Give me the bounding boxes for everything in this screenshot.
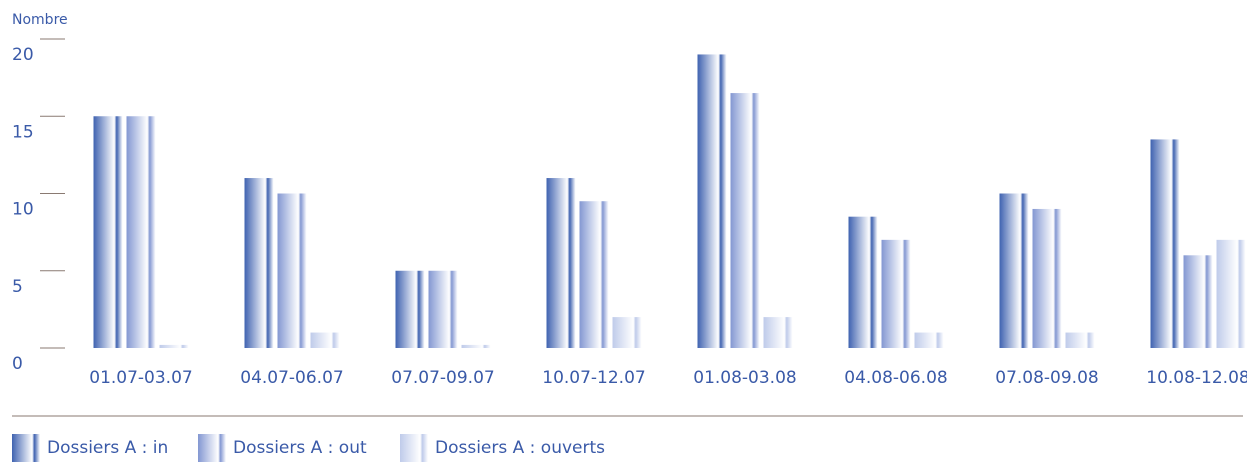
legend-label: Dossiers A : ouverts [435, 438, 605, 458]
y-tick-label: 20 [12, 45, 34, 65]
y-axis-label: Nombre [12, 12, 68, 28]
legend-label: Dossiers A : in [47, 438, 168, 458]
bar [159, 344, 189, 348]
bar [1032, 208, 1062, 348]
bar [730, 93, 760, 348]
legend-swatch [400, 434, 428, 462]
bar [126, 116, 156, 348]
bar [612, 317, 642, 348]
x-tick-label: 10.07-12.07 [542, 368, 645, 388]
bar [763, 317, 793, 348]
bar [461, 344, 491, 348]
x-tick-label: 04.07-06.07 [240, 368, 343, 388]
x-tick-label: 04.08-06.08 [844, 368, 947, 388]
bar [310, 332, 340, 348]
bar [697, 54, 727, 348]
x-tick-label: 01.08-03.08 [693, 368, 796, 388]
bar [1150, 139, 1180, 348]
bar [277, 193, 307, 348]
y-tick-label: 0 [12, 354, 23, 374]
bar [546, 178, 576, 348]
y-tick-label: 15 [12, 122, 34, 142]
bar [428, 270, 458, 348]
x-tick-label: 01.07-03.07 [89, 368, 192, 388]
x-tick-label: 10.08-12.08 [1146, 368, 1247, 388]
x-tick-label: 07.07-09.07 [391, 368, 494, 388]
legend-swatch [12, 434, 40, 462]
bar [579, 201, 609, 348]
bar [244, 178, 274, 348]
legend-label: Dossiers A : out [233, 438, 367, 458]
legend-swatch [198, 434, 226, 462]
x-tick-label: 07.08-09.08 [995, 368, 1098, 388]
bar [999, 193, 1029, 348]
bar [1065, 332, 1095, 348]
bar [914, 332, 944, 348]
bar [1216, 239, 1246, 348]
bar [881, 239, 911, 348]
bar [93, 116, 123, 348]
y-tick-label: 10 [12, 200, 34, 220]
bar [395, 270, 425, 348]
bar [1183, 255, 1213, 348]
bar [848, 216, 878, 348]
y-tick-label: 5 [12, 277, 23, 297]
